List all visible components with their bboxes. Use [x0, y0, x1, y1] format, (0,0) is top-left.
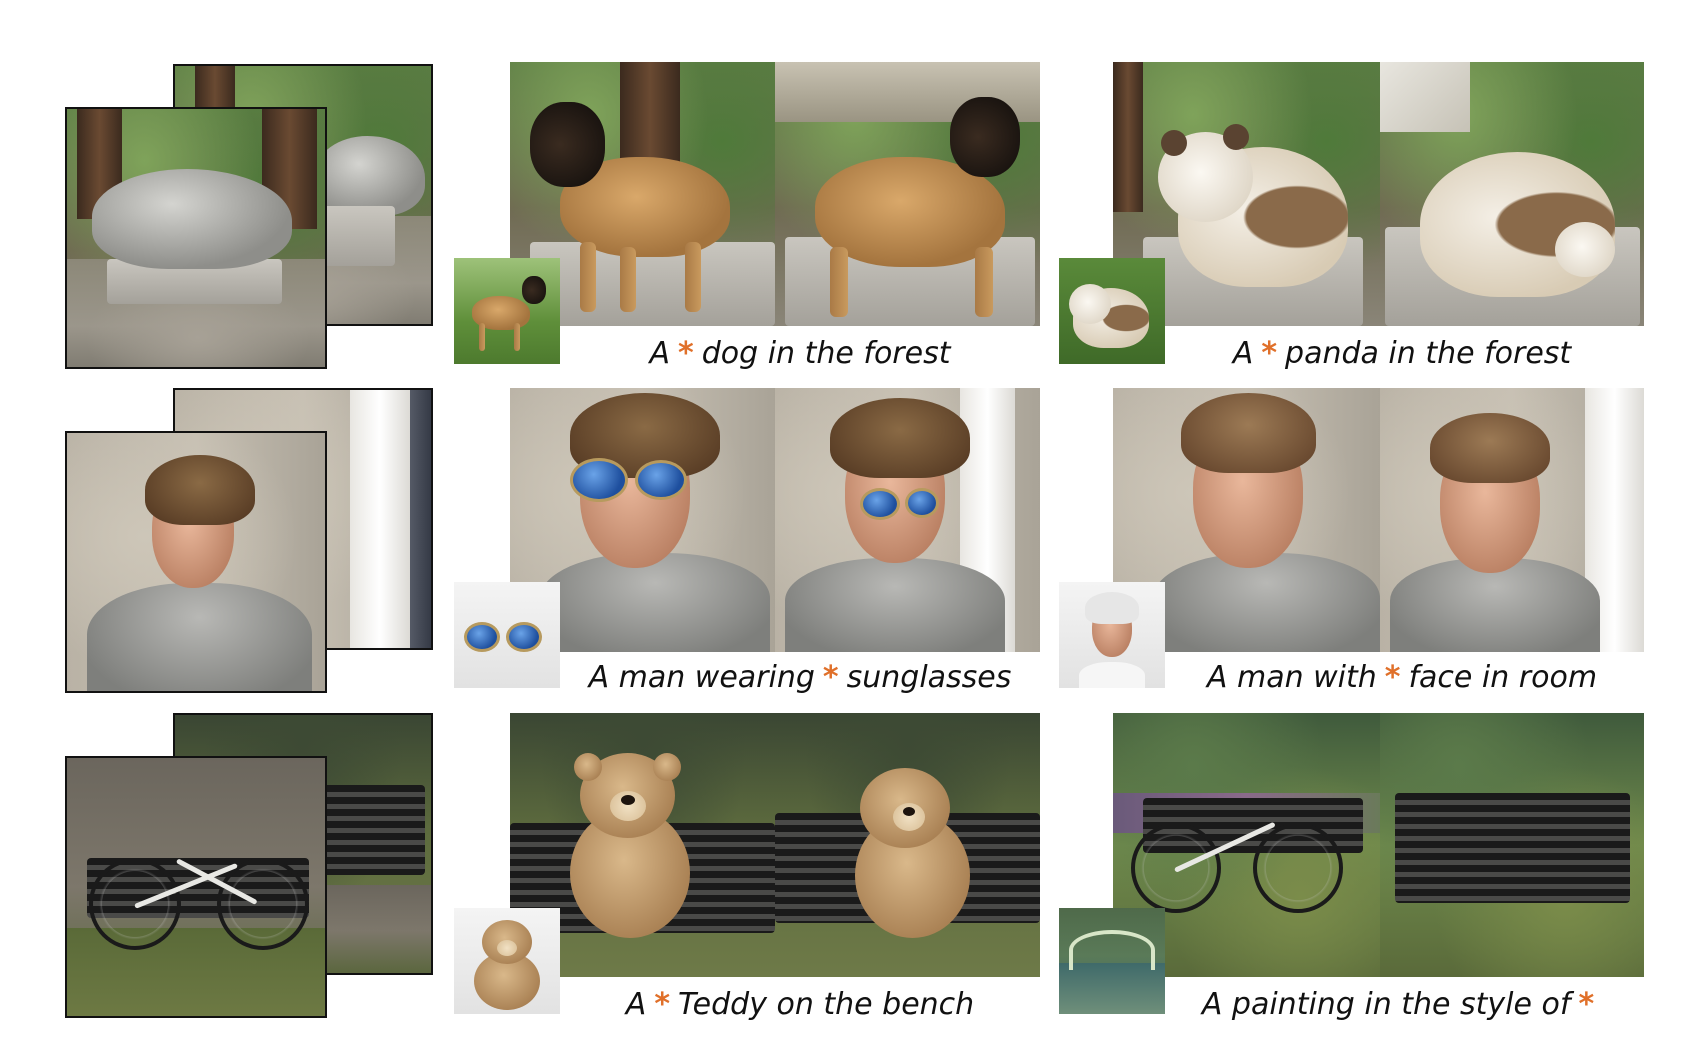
result-teddy-side — [775, 713, 1040, 977]
result-face-front — [1113, 388, 1380, 652]
input-view-statue-front — [65, 107, 327, 369]
reference-dog — [454, 258, 560, 364]
caption-teddy: A * Teddy on the bench — [625, 987, 975, 1022]
caption-painting: A painting in the style of * — [1201, 987, 1595, 1022]
result-face-side — [1380, 388, 1644, 652]
reference-teddy — [454, 908, 560, 1014]
result-dog-front — [510, 62, 775, 326]
caption-face: A man with * face in room — [1206, 660, 1598, 695]
caption-dog: A * dog in the forest — [649, 336, 951, 371]
reference-monet-painting — [1059, 908, 1165, 1014]
reference-panda — [1059, 258, 1165, 364]
result-glasses-front — [510, 388, 775, 652]
input-view-bike-front — [65, 756, 327, 1018]
caption-panda: A * panda in the forest — [1232, 336, 1572, 371]
result-glasses-side — [775, 388, 1040, 652]
result-teddy-front — [510, 713, 775, 977]
result-panda-back — [1380, 62, 1644, 326]
caption-sunglasses: A man wearing * sunglasses — [588, 660, 1012, 695]
result-dog-back — [775, 62, 1040, 326]
input-view-man-front — [65, 431, 327, 693]
reference-sunglasses — [454, 582, 560, 688]
reference-face — [1059, 582, 1165, 688]
result-painting-bench — [1380, 713, 1644, 977]
